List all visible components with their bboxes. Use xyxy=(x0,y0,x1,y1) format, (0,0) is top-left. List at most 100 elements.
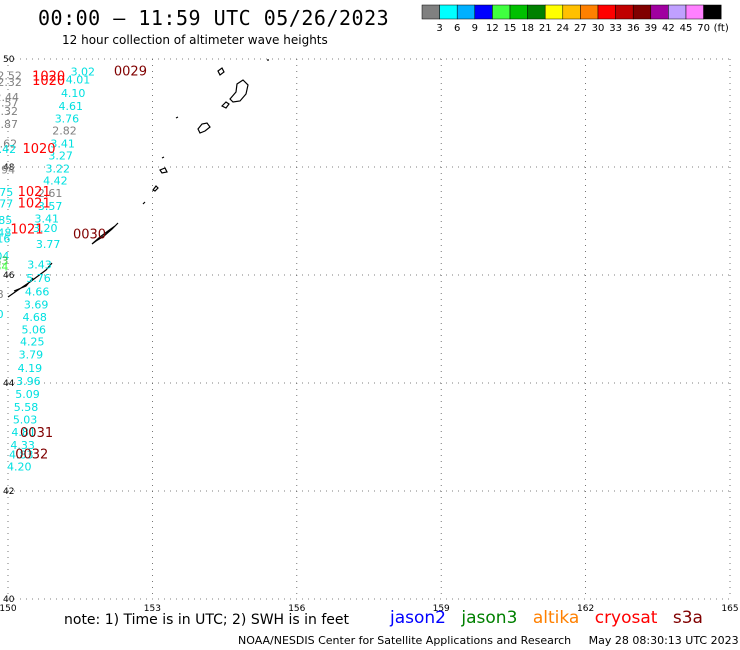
wave-height-label: 2.57 xyxy=(0,97,19,110)
pass-time-label: 1021 xyxy=(10,222,43,237)
wave-height-label: 5.58 xyxy=(14,401,39,414)
legend-label: 9 xyxy=(472,23,478,34)
legend-swatch xyxy=(615,4,634,20)
legend-label: 39 xyxy=(644,23,657,34)
legend-label: 21 xyxy=(539,23,552,34)
y-tick-label: 50 xyxy=(3,55,15,65)
wave-height-label: 3.69 xyxy=(24,298,49,311)
wave-height-label: 4.66 xyxy=(25,286,49,299)
wave-height-label: 3.41 xyxy=(34,213,59,226)
x-tick-label: 150 xyxy=(0,604,17,614)
mission-jason2: jason2 xyxy=(390,608,446,628)
wave-height-label: 2.84 xyxy=(0,261,8,274)
pass-time-label: 0032 xyxy=(15,448,48,463)
legend-swatch xyxy=(580,4,599,20)
x-tick-label: 159 xyxy=(433,604,450,614)
legend-label: (ft) xyxy=(714,23,729,34)
wave-height-label: 2.62 xyxy=(0,138,17,151)
y-tick-label: 42 xyxy=(3,487,14,497)
wave-height-label: 2.52 xyxy=(0,70,22,83)
wave-height-label: 4.20 xyxy=(7,460,32,473)
legend-swatch xyxy=(703,4,722,20)
wave-height-label: 4.68 xyxy=(22,311,47,324)
legend-swatch xyxy=(685,4,704,20)
legend-swatch xyxy=(474,4,493,20)
pass-time-label: 1021 xyxy=(18,185,51,200)
footer-note: note: 1) Time is in UTC; 2) SWH is in fe… xyxy=(64,612,350,628)
wave-height-label: 4.81 xyxy=(11,426,35,439)
coastline xyxy=(7,59,269,298)
coastline-segment xyxy=(7,262,53,298)
pass-time-label: 1020 xyxy=(22,142,55,157)
wave-height-label: 5.09 xyxy=(15,388,40,401)
y-tick-label: 46 xyxy=(3,271,15,281)
credit-text: NOAA/NESDIS Center for Satellite Applica… xyxy=(238,634,572,647)
pass-time-label: 1020 xyxy=(32,70,65,85)
generated-timestamp: May 28 08:30:13 UTC 2023 xyxy=(588,634,739,647)
wave-height-label: 2.87 xyxy=(0,118,18,131)
wave-height-label: 2.83 xyxy=(0,255,8,268)
mission-s3a: s3a xyxy=(672,608,703,628)
wave-height-label: 4.42 xyxy=(43,174,67,187)
wave-height-label: 3.79 xyxy=(19,349,44,362)
wave-height-label: 3.75 xyxy=(0,186,13,199)
wave-height-label: 3.96 xyxy=(16,375,41,388)
coastline-segment xyxy=(175,101,230,134)
legend-label: 42 xyxy=(662,23,675,34)
wave-height-label: 3.04 xyxy=(0,250,9,263)
legend-swatch xyxy=(527,4,546,20)
legend-label: 3 xyxy=(436,23,442,34)
chart-grid xyxy=(7,58,731,600)
coastline-segment xyxy=(142,156,168,205)
wave-height-label: 4.10 xyxy=(61,87,86,100)
legend-swatch xyxy=(421,4,440,20)
wave-height-label: 3.77 xyxy=(36,238,61,251)
y-tick-label: 48 xyxy=(3,163,15,173)
legend-label: 18 xyxy=(521,23,534,34)
page-title: 00:00 – 11:59 UTC 05/26/2023 xyxy=(38,6,390,30)
legend-label: 27 xyxy=(574,23,587,34)
credit-line: NOAA/NESDIS Center for Satellite Applica… xyxy=(238,634,740,647)
x-tick-label: 153 xyxy=(144,604,161,614)
wave-height-label: 3.85 xyxy=(0,214,12,227)
wave-height-label: 4.01 xyxy=(66,73,91,86)
wave-height-label: 3.48 xyxy=(0,227,11,240)
wave-height-label: 2.98 xyxy=(0,288,4,301)
mission-legend: jason2 jason3 altika cryosat s3a xyxy=(390,608,713,628)
legend-label: 33 xyxy=(609,23,622,34)
x-tick-label: 165 xyxy=(721,604,738,614)
wave-height-label: 3.22 xyxy=(46,162,71,175)
legend-swatch xyxy=(456,4,476,20)
x-tick-label: 162 xyxy=(577,604,594,614)
pass-time-label: 0030 xyxy=(73,227,106,242)
wave-height-label: 3.20 xyxy=(33,222,58,235)
wave-height-label: 4.33 xyxy=(10,439,35,452)
wave-height-label: 2.32 xyxy=(0,76,22,89)
page-subtitle: 12 hour collection of altimeter wave hei… xyxy=(62,33,328,47)
wave-height-label: 3.43 xyxy=(27,259,52,272)
wave-height-label: 2.94 xyxy=(0,163,15,176)
wave-height-label: 2.61 xyxy=(38,187,63,200)
legend-swatch xyxy=(544,4,564,20)
legend-swatch xyxy=(492,4,511,20)
wave-height-label: 4.83 xyxy=(9,449,34,462)
pass-time-label: 1020 xyxy=(32,74,65,89)
color-legend: 3 6 9 12 15 18 21 24 27 30 33 36 39 42 45 70 (ft) xyxy=(421,4,729,34)
wave-height-label: 3.41 xyxy=(50,138,74,151)
wave-height-label: 5.76 xyxy=(26,272,50,285)
legend-swatch xyxy=(597,4,616,20)
wave-height-label: 3.80 xyxy=(0,308,4,321)
mission-cryosat: cryosat xyxy=(594,608,658,628)
wave-height-label: 3.02 xyxy=(71,66,96,79)
legend-label: 30 xyxy=(592,23,605,34)
wave-height-label: 3.16 xyxy=(0,233,10,246)
legend-swatch xyxy=(439,4,458,20)
legend-label: 36 xyxy=(627,23,640,34)
legend-label: 12 xyxy=(486,23,499,34)
pass-time-label: 0031 xyxy=(20,426,53,441)
y-tick-label: 40 xyxy=(3,595,15,605)
wave-height-label: 2.82 xyxy=(52,125,77,138)
coastline-segment xyxy=(217,59,269,103)
wave-height-labels: 3.024.014.104.613.762.823.413.273.224.42… xyxy=(0,66,95,474)
